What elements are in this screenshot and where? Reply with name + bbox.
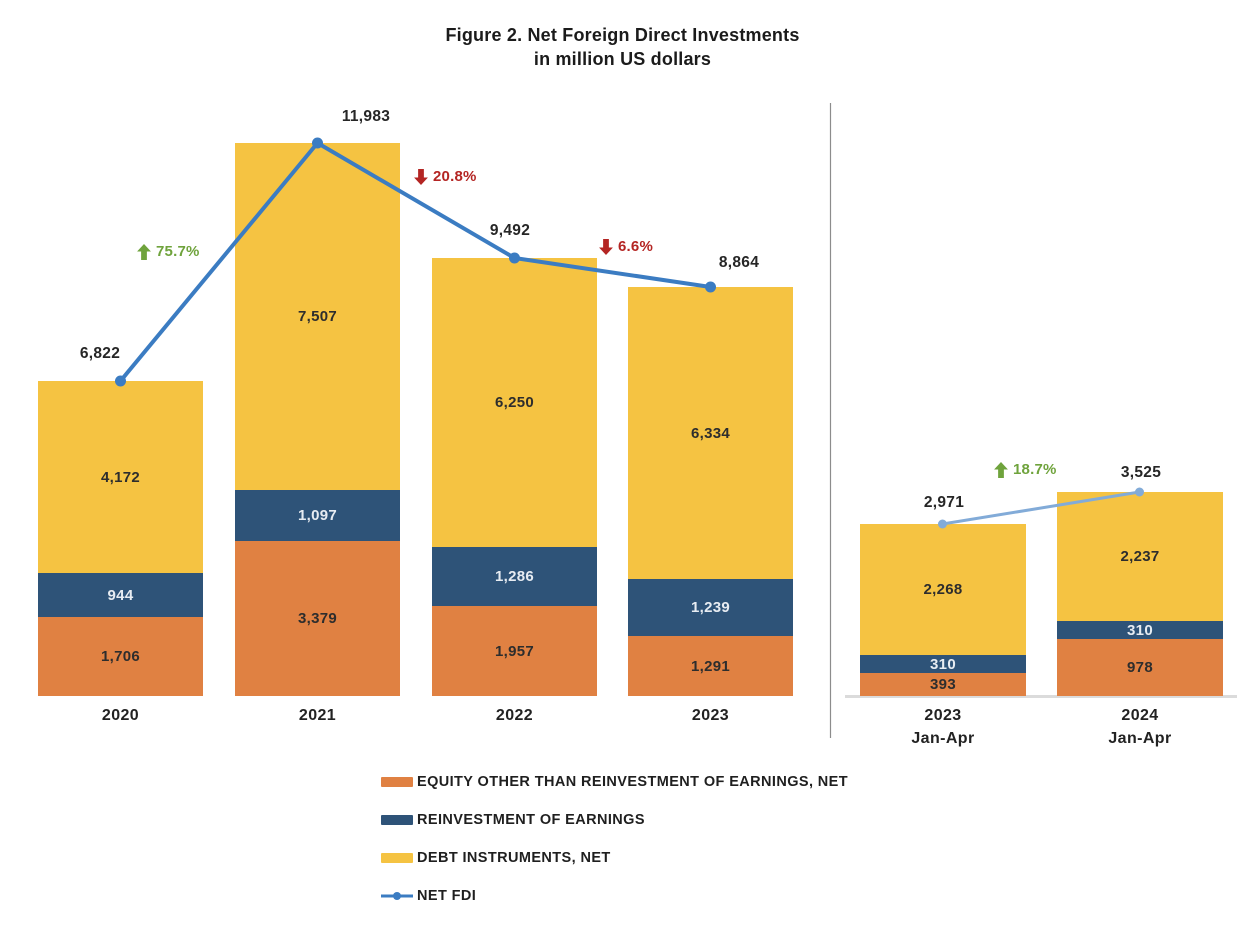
segment-value: 1,239 (690, 599, 731, 616)
legend-label: EQUITY OTHER THAN REINVESTMENT OF EARNIN… (417, 774, 849, 790)
bar-2023-jan-apr-equity-segment: 393 (860, 673, 1026, 696)
segment-value: 1,291 (690, 657, 731, 675)
down-arrow-icon (599, 238, 613, 255)
legend-label: NET FDI (417, 888, 477, 904)
up-arrow-icon (994, 461, 1008, 478)
segment-value: 310 (930, 655, 956, 673)
figure-title-line1: Figure 2. Net Foreign Direct Investments (445, 25, 800, 45)
segment-value: 7,507 (297, 308, 338, 325)
net-fdi-line-icon (381, 892, 413, 900)
axis-label-period: Jan-Apr (1108, 730, 1172, 747)
segment-value: 4,172 (100, 468, 141, 486)
equity-swatch-icon (381, 777, 413, 787)
axis-label-2022: 2022 (495, 707, 534, 724)
segment-value: 6,334 (690, 424, 731, 442)
axis-label-2024-jan-apr: 2024 Jan-Apr (1057, 704, 1223, 750)
total-label-2022: 9,492 (489, 222, 531, 239)
legend-item-reinvestment: REINVESTMENT OF EARNINGS (381, 810, 848, 830)
bar-2023-reinvest-segment: 1,239 (628, 579, 793, 636)
segment-value: 2,268 (923, 581, 963, 598)
down-arrow-icon (414, 168, 428, 185)
axis-label-period: Jan-Apr (911, 730, 975, 747)
bar-2021-equity-segment: 3,379 (235, 541, 400, 696)
pct-change-value: 20.8% (433, 168, 477, 185)
bar-2023-debt-segment: 6,334 (628, 287, 793, 579)
bar-2021-reinvest-segment: 1,097 (235, 490, 400, 541)
axis-label-year: 2024 (1121, 707, 1159, 724)
total-label-2024-jan-apr: 3,525 (1120, 464, 1162, 481)
bar-2023: 6,334 1,239 1,291 (628, 287, 793, 696)
total-label-2021: 11,983 (341, 108, 391, 125)
bar-2020-equity-segment: 1,706 (38, 617, 203, 696)
right-panel-baseline (845, 695, 1237, 698)
bar-2024-jan-apr-reinvest-segment: 310 (1057, 621, 1223, 639)
segment-value: 944 (107, 586, 134, 604)
total-label-2023: 8,864 (718, 254, 760, 271)
segment-value: 310 (1127, 621, 1153, 639)
pct-change-value: 75.7% (156, 243, 200, 260)
pct-change-2022-2023: 6.6% (599, 238, 653, 255)
pct-change-value: 18.7% (1013, 461, 1057, 478)
bar-2023-jan-apr-reinvest-segment: 310 (860, 655, 1026, 673)
pct-change-2021-2022: 20.8% (414, 168, 477, 185)
bar-2024-jan-apr-debt-segment: 2,237 (1057, 492, 1223, 621)
segment-value: 1,957 (494, 642, 535, 660)
bar-2022-reinvest-segment: 1,286 (432, 547, 597, 606)
figure-title: Figure 2. Net Foreign Direct Investments… (0, 24, 1245, 72)
bar-2023-jan-apr-debt-segment: 2,268 (860, 524, 1026, 655)
legend-item-net-fdi: NET FDI (381, 886, 848, 906)
legend-label: REINVESTMENT OF EARNINGS (417, 812, 645, 828)
bar-2021: 7,507 1,097 3,379 (235, 143, 400, 696)
segment-value: 6,250 (494, 394, 535, 411)
bar-2023-jan-apr: 2,268 310 393 (860, 524, 1026, 696)
segment-value: 2,237 (1120, 548, 1160, 565)
bar-2024-jan-apr-equity-segment: 978 (1057, 639, 1223, 696)
legend: EQUITY OTHER THAN REINVESTMENT OF EARNIN… (381, 772, 848, 924)
up-arrow-icon (137, 243, 151, 260)
total-label-2023-jan-apr: 2,971 (923, 494, 965, 511)
bar-2020: 4,172 944 1,706 (38, 381, 203, 696)
bar-2022-debt-segment: 6,250 (432, 258, 597, 547)
segment-value: 3,379 (297, 610, 338, 627)
segment-value: 1,097 (297, 507, 338, 524)
bar-2022-equity-segment: 1,957 (432, 606, 597, 696)
segment-value: 978 (1127, 659, 1153, 676)
pct-change-2020-2021: 75.7% (137, 243, 200, 260)
pct-change-jan-apr: 18.7% (994, 461, 1057, 478)
axis-label-year: 2023 (924, 707, 962, 724)
axis-label-2023-jan-apr: 2023 Jan-Apr (860, 704, 1026, 750)
total-label-2020: 6,822 (79, 345, 121, 362)
pct-change-value: 6.6% (618, 238, 653, 255)
segment-value: 1,286 (494, 568, 535, 585)
legend-label: DEBT INSTRUMENTS, NET (417, 850, 611, 866)
segment-value: 1,706 (100, 648, 141, 665)
reinvestment-swatch-icon (381, 815, 413, 825)
bar-2023-equity-segment: 1,291 (628, 636, 793, 696)
bar-2021-debt-segment: 7,507 (235, 143, 400, 490)
legend-item-equity: EQUITY OTHER THAN REINVESTMENT OF EARNIN… (381, 772, 848, 792)
bar-2022: 6,250 1,286 1,957 (432, 258, 597, 696)
segment-value: 393 (930, 676, 956, 693)
bar-2024-jan-apr: 2,237 310 978 (1057, 492, 1223, 696)
bar-2020-reinvest-segment: 944 (38, 573, 203, 617)
axis-label-2023: 2023 (691, 707, 730, 724)
legend-item-debt: DEBT INSTRUMENTS, NET (381, 848, 848, 868)
axis-label-2021: 2021 (298, 707, 337, 724)
axis-label-2020: 2020 (101, 707, 140, 724)
debt-swatch-icon (381, 853, 413, 863)
bar-2020-debt-segment: 4,172 (38, 381, 203, 573)
figure-title-line2: in million US dollars (533, 48, 712, 69)
